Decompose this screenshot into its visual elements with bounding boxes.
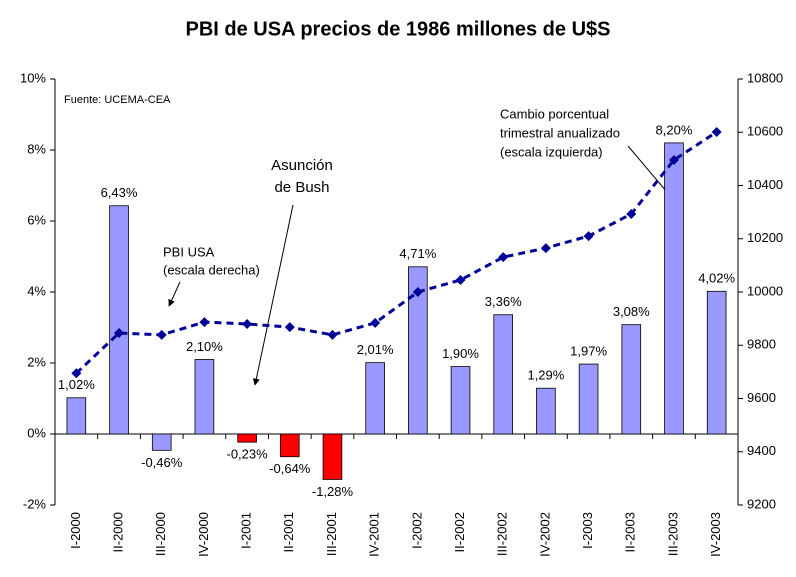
line-marker bbox=[412, 287, 423, 297]
bar bbox=[237, 433, 257, 443]
annotation: Cambio porcentual bbox=[500, 106, 609, 121]
annotation: Fuente: UCEMA-CEA bbox=[64, 94, 171, 106]
line-marker bbox=[583, 231, 594, 242]
data-label: -0,64% bbox=[269, 461, 311, 476]
data-label: -0,23% bbox=[226, 447, 268, 462]
y-tick-label: -2% bbox=[23, 496, 47, 511]
y2-tick-label: 10800 bbox=[747, 70, 783, 85]
bar bbox=[536, 387, 556, 435]
line-marker bbox=[455, 275, 466, 286]
arrow bbox=[252, 204, 294, 386]
line-marker bbox=[540, 243, 551, 254]
y-tick-label: 10% bbox=[20, 70, 46, 85]
x-tick-label: III-2003 bbox=[665, 512, 680, 556]
line-marker bbox=[498, 252, 509, 263]
line-marker bbox=[370, 317, 381, 328]
data-label: 1,97% bbox=[570, 344, 607, 359]
bar bbox=[194, 359, 215, 435]
y2-tick-label: 10200 bbox=[747, 230, 783, 245]
y2-tick-label: 10400 bbox=[747, 177, 783, 192]
y-tick-label: 4% bbox=[27, 283, 46, 298]
bar bbox=[450, 366, 471, 435]
data-label: 6,43% bbox=[101, 185, 138, 200]
line bbox=[75, 130, 718, 375]
line-marker bbox=[668, 154, 679, 165]
chart-title: PBI de USA precios de 1986 millones de U… bbox=[186, 18, 611, 40]
line-marker bbox=[156, 329, 167, 340]
annotation: (escala derecha) bbox=[163, 262, 260, 277]
x-tick-label: I-2002 bbox=[409, 512, 424, 549]
x-tick-label: III-2001 bbox=[324, 512, 339, 556]
bar bbox=[322, 433, 343, 480]
line-marker bbox=[71, 368, 82, 379]
data-label: -0,46% bbox=[141, 455, 183, 470]
y2-tick-label: 9200 bbox=[747, 496, 776, 511]
line-marker bbox=[242, 318, 253, 329]
annotation: Asunción bbox=[271, 157, 333, 174]
x-tick-label: II-2001 bbox=[281, 512, 296, 552]
data-label: 4,71% bbox=[399, 246, 436, 261]
bar bbox=[365, 362, 385, 435]
bar bbox=[621, 324, 642, 435]
x-tick-label: III-2000 bbox=[153, 512, 168, 556]
x-tick-label: IV-2001 bbox=[367, 512, 382, 557]
line-marker bbox=[284, 322, 295, 333]
line-marker bbox=[327, 329, 338, 340]
data-label: 3,08% bbox=[613, 304, 650, 319]
x-tick-label: IV-2002 bbox=[537, 512, 552, 557]
data-label: 3,36% bbox=[485, 294, 522, 309]
bar bbox=[493, 314, 514, 435]
x-tick-label: II-2003 bbox=[623, 512, 638, 552]
y2-tick-label: 9400 bbox=[747, 443, 776, 458]
x-tick-label: IV-2003 bbox=[708, 512, 723, 557]
data-label: 4,02% bbox=[698, 271, 735, 286]
bar bbox=[706, 290, 727, 435]
y2-tick-label: 9800 bbox=[747, 337, 776, 352]
x-tick-label: IV-2000 bbox=[196, 512, 211, 557]
bar bbox=[664, 142, 684, 435]
line-marker bbox=[626, 208, 637, 219]
line-marker bbox=[114, 328, 125, 339]
data-label: 1,29% bbox=[527, 368, 564, 383]
bar bbox=[578, 363, 599, 435]
x-tick-label: III-2002 bbox=[495, 512, 510, 556]
annotation: (escala izquierda) bbox=[500, 144, 603, 159]
annotation: trimestral anualizado bbox=[500, 125, 620, 140]
data-label: 2,01% bbox=[357, 342, 394, 357]
x-tick-label: II-2000 bbox=[110, 512, 125, 552]
data-label: 1,02% bbox=[58, 377, 95, 392]
bar bbox=[151, 433, 172, 451]
bar bbox=[109, 205, 129, 435]
y-tick-label: 8% bbox=[27, 141, 46, 156]
data-label: 8,20% bbox=[656, 122, 693, 137]
x-tick-label: I-2001 bbox=[239, 512, 254, 549]
bar bbox=[279, 433, 300, 458]
x-tick-label: I-2003 bbox=[580, 512, 595, 549]
x-tick-label: II-2002 bbox=[452, 512, 467, 552]
y-tick-label: 2% bbox=[27, 354, 46, 369]
data-label: 1,90% bbox=[442, 346, 479, 361]
x-tick-label: I-2000 bbox=[68, 512, 83, 549]
y2-tick-label: 10600 bbox=[747, 124, 783, 139]
annotation: de Bush bbox=[274, 179, 329, 196]
bar bbox=[408, 266, 428, 435]
y-tick-label: 0% bbox=[27, 425, 46, 440]
data-label: 2,10% bbox=[186, 339, 223, 354]
annotation: PBI USA bbox=[163, 244, 215, 259]
y-tick-label: 6% bbox=[27, 212, 46, 227]
data-label: -1,28% bbox=[312, 484, 354, 499]
bar bbox=[66, 397, 87, 435]
line-marker bbox=[711, 126, 722, 137]
y2-tick-label: 10000 bbox=[747, 283, 783, 298]
line-marker bbox=[199, 317, 210, 328]
y2-tick-label: 9600 bbox=[747, 390, 776, 405]
arrow bbox=[168, 281, 181, 307]
